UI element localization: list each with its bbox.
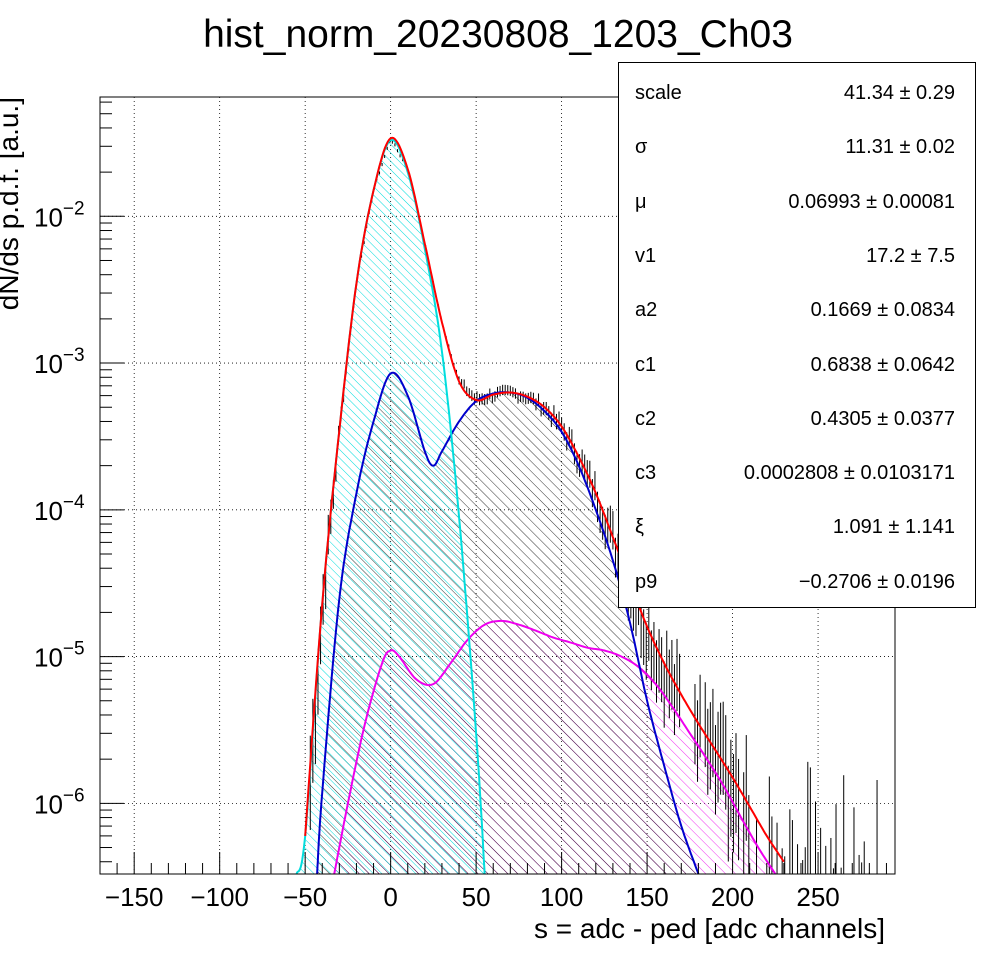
y-tick-label: 10−2: [34, 198, 85, 232]
fit-stats-box: scale 41.34 ± 0.29 σ 11.31 ± 0.02 μ 0.06993 ±…: [618, 62, 976, 608]
fit-curve-3: [333, 619, 777, 874]
y-tick-label: 10−6: [34, 785, 85, 819]
stats-param-value: 11.31 ± 0.02: [845, 136, 955, 159]
y-tick-label: 10−4: [34, 492, 85, 526]
x-tick-label: −50: [283, 882, 327, 912]
stats-param-value: −0.2706 ± 0.0196: [798, 570, 955, 593]
stats-param-name: c1: [635, 353, 657, 376]
stats-row: c2 0.4305 ± 0.0377: [619, 404, 975, 434]
x-tick-label: 50: [462, 882, 491, 912]
stats-param-name: scale: [635, 82, 682, 104]
stats-param-name: v1: [635, 244, 657, 267]
fit-curve-2: [316, 371, 700, 874]
x-tick-label: 150: [625, 882, 668, 912]
stats-param-name: σ: [635, 136, 648, 159]
x-tick-label: 100: [540, 882, 583, 912]
stats-row: μ 0.06993 ± 0.00081: [619, 187, 975, 217]
stats-param-name: ξ: [635, 516, 644, 539]
y-axis: 10−6 10−5 10−4 10−3 10−2: [34, 101, 124, 863]
stats-param-value: 0.06993 ± 0.00081: [788, 190, 955, 213]
x-tick-label: 0: [383, 882, 397, 912]
x-tick-label: −150: [105, 882, 164, 912]
stats-row: v1 17.2 ± 7.5: [619, 241, 975, 271]
stats-param-value: 0.4305 ± 0.0377: [810, 407, 955, 430]
x-tick-label: 250: [796, 882, 839, 912]
fit-curves: [295, 136, 785, 874]
stats-row: scale 41.34 ± 0.29: [619, 78, 975, 108]
stats-param-name: p9: [635, 570, 658, 593]
y-tick-label: 10−3: [34, 345, 85, 379]
x-tick-label: 200: [711, 882, 754, 912]
stats-param-value: 0.6838 ± 0.0642: [810, 353, 955, 376]
chart-title: hist_norm_20230808_1203_Ch03: [203, 13, 793, 56]
stats-param-name: c3: [635, 462, 657, 485]
x-tick-label: −100: [190, 882, 249, 912]
stats-row: c3 0.0002808 ± 0.0103171: [619, 458, 975, 488]
stats-row: c1 0.6838 ± 0.0642: [619, 350, 975, 380]
x-axis: −150 −100 −50 0 50 100 150 200 250: [99, 852, 887, 912]
stats-row: a2 0.1669 ± 0.0834: [619, 295, 975, 325]
stats-row: σ 11.31 ± 0.02: [619, 132, 975, 162]
stats-param-name: μ: [635, 190, 647, 213]
stats-param-name: a2: [635, 299, 658, 322]
stats-param-name: c2: [635, 407, 657, 430]
stats-row: p9 −0.2706 ± 0.0196: [619, 567, 975, 597]
stats-row: ξ 1.091 ± 1.141: [619, 512, 975, 542]
x-axis-title: s = adc - ped [adc channels]: [534, 913, 885, 944]
stats-param-value: 0.1669 ± 0.0834: [810, 299, 955, 322]
stats-param-value: 0.0002808 ± 0.0103171: [743, 462, 955, 485]
stats-param-value: 17.2 ± 7.5: [866, 244, 955, 267]
y-tick-label: 10−5: [34, 639, 85, 673]
stats-param-value: 1.091 ± 1.141: [832, 516, 955, 539]
y-axis-title: dN/ds p.d.f. [a.u.]: [0, 97, 24, 310]
fit-curve-0: [304, 136, 785, 863]
stats-param-value: 41.34 ± 0.29: [843, 82, 955, 104]
